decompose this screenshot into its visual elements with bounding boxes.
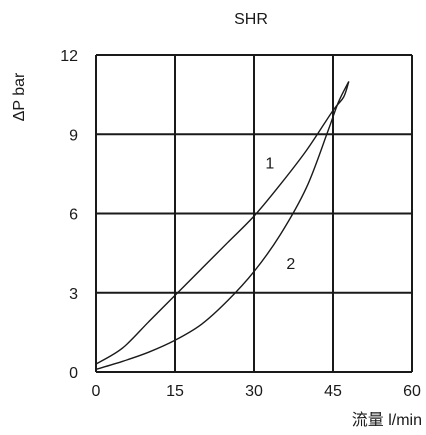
x-tick-label: 60 bbox=[403, 383, 421, 400]
x-tick-label: 30 bbox=[245, 383, 263, 400]
chart-series bbox=[95, 81, 350, 371]
y-axis-label: ΔP bar bbox=[11, 72, 28, 121]
x-tick-label: 0 bbox=[92, 383, 101, 400]
series-label-2: 2 bbox=[286, 256, 295, 273]
y-tick-label: 12 bbox=[60, 48, 78, 65]
series-line-1 bbox=[95, 81, 350, 365]
series-line-2 bbox=[95, 81, 350, 371]
series-label-1: 1 bbox=[265, 156, 274, 173]
series-labels: 12 bbox=[265, 156, 295, 273]
x-tick-label: 15 bbox=[166, 383, 184, 400]
x-axis-label: 流量 l/min bbox=[352, 411, 422, 429]
chart-grid bbox=[95, 54, 413, 373]
x-tick-label: 45 bbox=[324, 383, 342, 400]
y-tick-label: 6 bbox=[69, 207, 78, 224]
chart-title: SHR bbox=[234, 11, 268, 28]
y-tick-label: 0 bbox=[69, 365, 78, 382]
y-tick-label: 9 bbox=[69, 127, 78, 144]
y-tick-label: 3 bbox=[69, 286, 78, 303]
